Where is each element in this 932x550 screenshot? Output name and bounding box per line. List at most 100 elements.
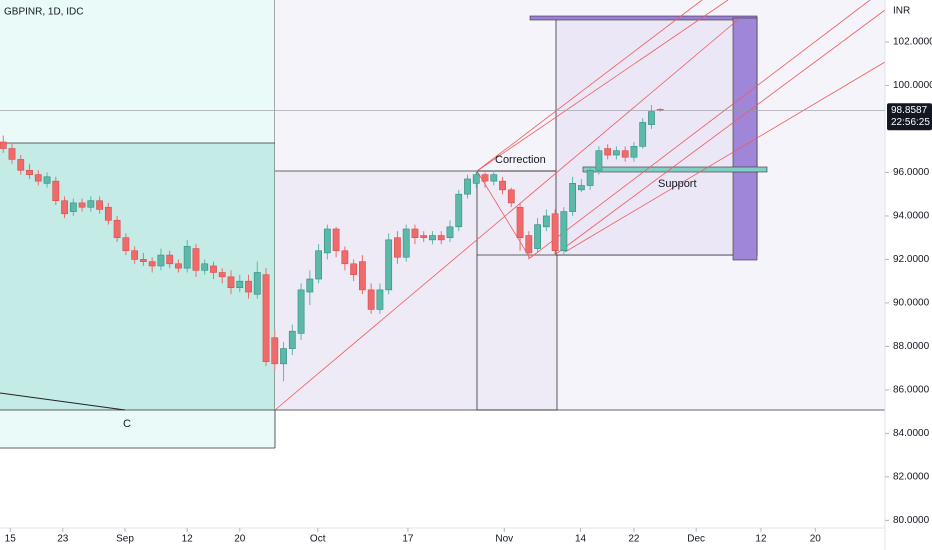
candle-body — [542, 215, 550, 228]
candle-body — [113, 219, 121, 238]
candle-body — [227, 276, 235, 289]
candle-body — [104, 206, 112, 221]
candle-body — [183, 246, 191, 269]
candle-body — [516, 206, 524, 238]
candle-body — [490, 174, 498, 182]
candle-body — [175, 263, 182, 269]
candle-body — [341, 250, 349, 265]
candle-body — [551, 213, 559, 252]
candle-body — [411, 228, 419, 238]
candle-body — [166, 254, 174, 265]
candle-body — [17, 159, 25, 171]
symbol-title: GBPINR, 1D, IDC — [4, 7, 83, 18]
x-tick-label: 14 — [575, 534, 587, 545]
candle-body — [148, 261, 156, 267]
candle-body — [569, 183, 577, 212]
candle-body — [26, 169, 33, 175]
annotation: Correction — [495, 154, 546, 166]
candle-body — [236, 280, 244, 289]
candle-body — [61, 200, 68, 215]
candle-body — [446, 226, 454, 238]
target-box — [555, 17, 758, 256]
y-tick-label: 102.0000 — [893, 37, 932, 48]
x-tick-label: 12 — [182, 534, 194, 545]
y-tick-label: 82.0000 — [893, 472, 930, 483]
candle-body — [464, 178, 471, 195]
candle-body — [297, 289, 305, 334]
candle-body — [271, 337, 279, 365]
zone-teal — [0, 143, 275, 410]
candle-body — [402, 228, 410, 258]
candle-body — [315, 250, 322, 280]
candle-body — [577, 185, 585, 191]
candle-body — [288, 330, 296, 349]
candle-body — [323, 228, 331, 254]
x-tick-label: 12 — [755, 534, 767, 545]
y-tick-label: 84.0000 — [893, 428, 930, 439]
candle-body — [385, 239, 393, 291]
candle-body — [472, 174, 480, 184]
candle-body — [69, 202, 77, 212]
candle-body — [218, 272, 226, 278]
x-tick-label: Oct — [310, 534, 326, 545]
candle-body — [192, 248, 200, 271]
candle-body — [350, 263, 358, 275]
y-tick-label: 100.0000 — [893, 80, 932, 91]
x-tick-label: 17 — [402, 534, 414, 545]
candle-body — [280, 348, 287, 365]
x-tick-label: Sep — [116, 534, 134, 545]
candle-body — [262, 274, 270, 362]
x-tick-label: 15 — [5, 534, 17, 545]
annotation: C — [123, 418, 131, 430]
candle-body — [43, 176, 51, 184]
last-price-label: 98.8587 — [891, 105, 928, 116]
y-tick-label: 90.0000 — [893, 298, 930, 309]
candle-body — [332, 228, 340, 252]
x-tick-label: 22 — [628, 534, 640, 545]
candle-body — [437, 235, 445, 241]
unit-label: INR — [893, 6, 910, 17]
candle-body — [507, 189, 515, 204]
y-tick-label: 80.0000 — [893, 515, 930, 526]
candle-body — [648, 111, 655, 125]
candle-body — [367, 289, 375, 310]
x-tick-label: Nov — [495, 534, 513, 545]
countdown-label: 22:56:25 — [891, 117, 930, 128]
candle-body — [455, 193, 463, 228]
candle-body — [560, 211, 568, 252]
x-tick-label: 20 — [234, 534, 246, 545]
last-price-box — [887, 103, 932, 131]
x-tick-label: 23 — [57, 534, 69, 545]
y-tick-label: 88.0000 — [893, 341, 930, 352]
candle-body — [376, 289, 384, 310]
candle-body — [210, 265, 217, 273]
candle-body — [499, 180, 506, 191]
candle-body — [420, 235, 428, 238]
trend-line — [0, 392, 126, 411]
candle-body — [139, 259, 147, 262]
candle-body — [122, 237, 130, 252]
target-column — [732, 17, 758, 261]
annotation: Support — [658, 178, 697, 190]
candle-body — [245, 280, 252, 293]
candle-body — [586, 169, 594, 186]
candle-body — [621, 150, 629, 158]
candle-body — [306, 278, 314, 293]
candle-body — [534, 224, 541, 249]
y-tick-label: 86.0000 — [893, 385, 930, 396]
candle-body — [34, 174, 42, 182]
target-bar — [529, 15, 758, 21]
candle-body — [639, 122, 647, 147]
candle-body — [481, 174, 489, 182]
candle-body — [429, 235, 436, 241]
candle-body — [52, 180, 60, 202]
candle-body — [201, 263, 209, 271]
x-tick-label: 20 — [810, 534, 822, 545]
candle-body — [525, 235, 533, 254]
candle-body — [253, 272, 261, 295]
pitchfork — [274, 0, 886, 411]
y-tick-label: 92.0000 — [893, 254, 930, 265]
support-zone — [582, 166, 768, 173]
x-tick-label: Dec — [687, 534, 705, 545]
